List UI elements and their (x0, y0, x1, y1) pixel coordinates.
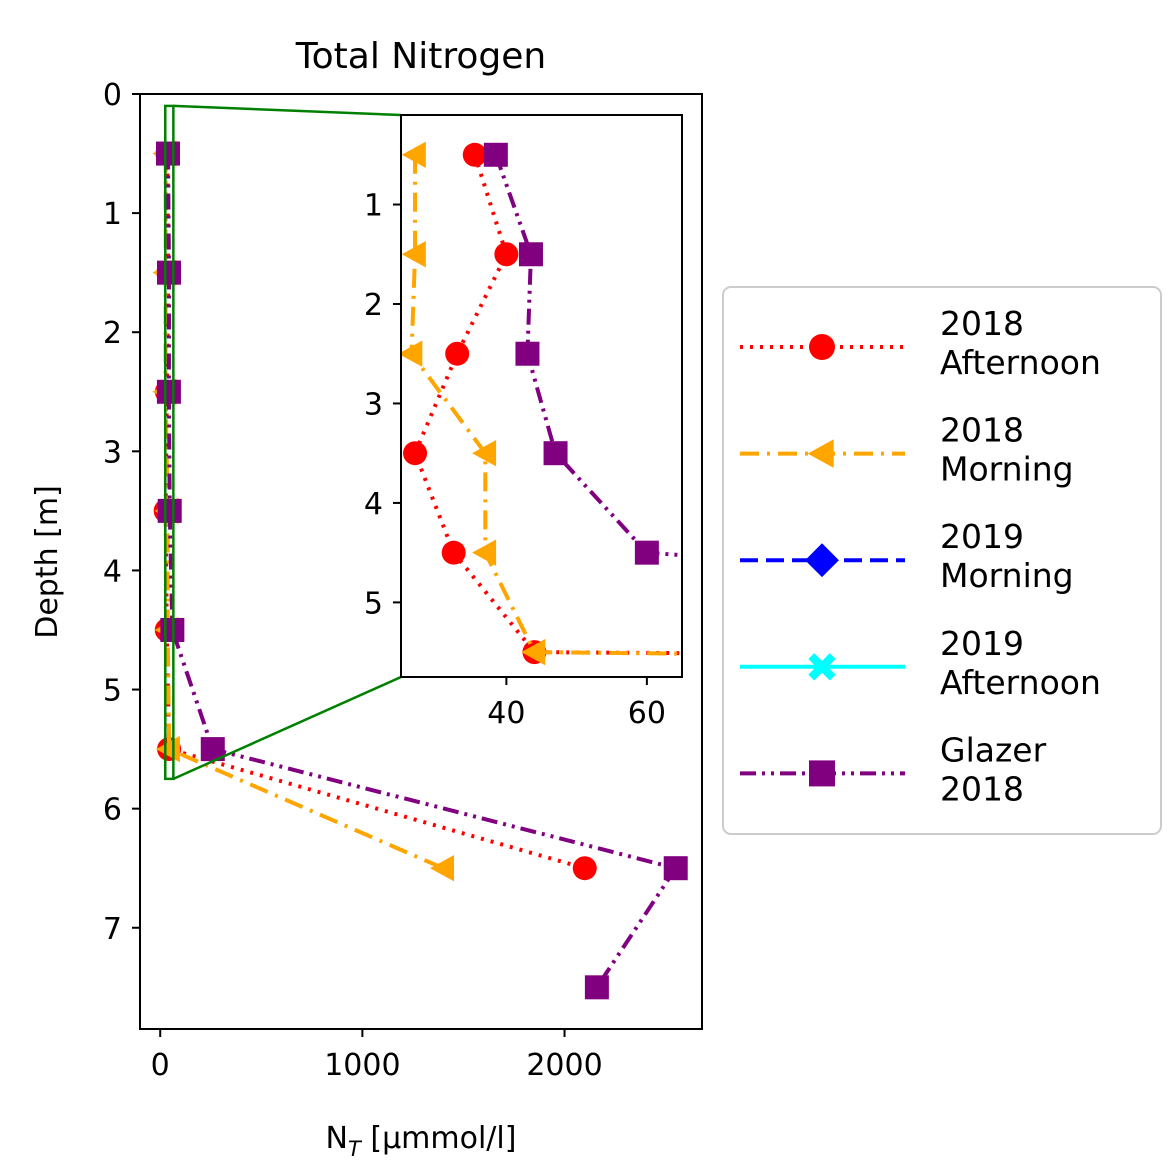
legend-label: Glazer 2018 (940, 730, 1047, 808)
inset-series-group (401, 141, 682, 666)
y-tick-label: 6 (103, 793, 122, 828)
x-tick-label: 0 (151, 1048, 170, 1083)
inset-y-tick-label: 3 (364, 387, 383, 422)
y-tick-label: 2 (103, 316, 122, 351)
legend-marker (809, 334, 835, 360)
legend: 2018 Afternoon 2018 Morning 2019 Morning 2019 A… (722, 286, 1162, 835)
series-line-glazer-2018 (165, 153, 679, 989)
zoom-indicator-box (164, 104, 175, 781)
inset-data-point-2018-morning (472, 539, 497, 566)
inset-y-tick-label: 4 (364, 487, 383, 522)
inset-y-tick-label: 5 (364, 586, 383, 621)
inset-data-point-2018-morning (401, 340, 423, 367)
legend-label: 2018 Morning (940, 411, 1074, 489)
inset-series-line-glazer-2018 (493, 154, 682, 558)
legend-label: 2018 Afternoon (940, 304, 1101, 382)
inset-data-point-2018-afternoon (445, 341, 470, 366)
inset-data-point-2018-morning (472, 439, 497, 467)
inset-data-point-glazer-2018 (634, 540, 659, 565)
x-tick-label: 1000 (324, 1048, 400, 1083)
data-point-glazer-2018 (155, 141, 180, 166)
inset-data-point-glazer-2018 (518, 242, 543, 267)
inset-axes-frame (400, 114, 683, 678)
legend-label: 2019 Afternoon (940, 624, 1101, 702)
inset-x-tick-label: 60 (628, 696, 666, 731)
legend-marker (808, 653, 836, 681)
legend-item-glazer-2018: Glazer 2018 (740, 730, 1047, 808)
legend-label: 2019 Morning (940, 517, 1074, 595)
chart-title: Total Nitrogen (295, 36, 546, 77)
inset-data-point-glazer-2018 (483, 142, 508, 167)
data-point-glazer-2018 (584, 975, 609, 1000)
inset-data-point-2018-afternoon (403, 441, 428, 466)
main-axes-frame (139, 93, 703, 1030)
inset-plot-area: 40 60 1 2 3 4 5 (172, 104, 683, 781)
data-point-glazer-2018 (157, 498, 182, 523)
data-point-glazer-2018 (663, 856, 688, 881)
inset-data-point-2018-morning (401, 141, 426, 168)
inset-data-point-2018-afternoon (462, 142, 487, 167)
x-axis-label-main: N (326, 1121, 348, 1156)
inset-data-point-2018-morning (401, 241, 426, 268)
y-axis-label: Depth [m] (30, 485, 65, 639)
y-tick-label: 1 (103, 197, 122, 232)
inset-y-tick-label: 2 (364, 288, 383, 323)
inset-x-tick-label: 40 (487, 696, 525, 731)
inset-data-point-glazer-2018 (543, 441, 568, 466)
inset-data-point-2018-afternoon (441, 540, 466, 565)
legend-item-2019-morning: 2019 Morning (740, 517, 1074, 595)
y-tick-label: 7 (103, 912, 122, 947)
inset-data-point-glazer-2018 (515, 341, 540, 366)
legend-marker (809, 760, 835, 787)
data-point-2018-morning (430, 855, 455, 882)
legend-item-2018-morning: 2018 Morning (740, 411, 1074, 489)
inset-data-point-2018-afternoon (494, 242, 519, 267)
data-point-glazer-2018 (157, 260, 182, 285)
y-tick-label: 4 (103, 554, 122, 589)
y-tick-label: 0 (103, 78, 122, 113)
zoom-connector-line (172, 675, 402, 781)
inset-y-tick-label: 1 (364, 189, 383, 224)
legend-item-2019-afternoon: 2019 Afternoon (740, 624, 1101, 702)
data-point-2018-afternoon (572, 856, 597, 881)
legend-marker (805, 543, 839, 578)
legend-marker (807, 439, 834, 468)
inset-data-point-2018-morning (521, 638, 546, 666)
legend-item-2018-afternoon: 2018 Afternoon (740, 304, 1101, 382)
y-tick-label: 3 (103, 435, 122, 470)
y-tick-label: 5 (103, 674, 122, 709)
x-axis-label: NT [µmmol/l] (326, 1121, 517, 1161)
inset-background (401, 115, 682, 677)
legend-box (722, 286, 1162, 835)
x-tick-label: 2000 (526, 1048, 602, 1083)
data-point-glazer-2018 (156, 379, 181, 404)
zoom-connector-line (173, 104, 402, 117)
x-axis-label-subscript: T (348, 1137, 363, 1161)
main-plot-area: 0 1000 2000 0 1 2 3 4 5 6 7 (103, 78, 703, 1083)
x-axis-label-units: [µmmol/l] (361, 1121, 517, 1156)
